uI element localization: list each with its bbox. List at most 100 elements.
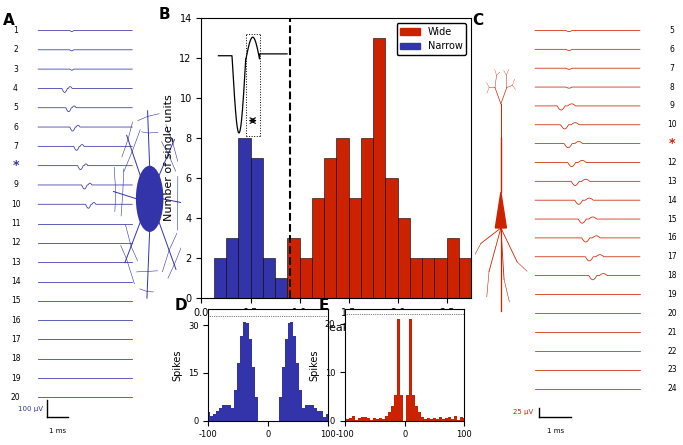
Text: 18: 18	[11, 354, 20, 363]
Bar	[231, 408, 234, 421]
Text: 19: 19	[667, 290, 677, 299]
Text: 2: 2	[13, 45, 18, 54]
Bar	[412, 395, 415, 421]
Bar	[288, 238, 300, 298]
Bar	[410, 258, 422, 298]
Bar	[418, 412, 421, 421]
Bar	[240, 336, 242, 421]
Text: 1 ms: 1 ms	[48, 428, 66, 433]
Bar	[336, 138, 348, 298]
Bar	[398, 319, 400, 421]
Bar	[324, 158, 336, 298]
Text: 9: 9	[13, 181, 18, 190]
Bar	[318, 411, 320, 421]
Bar	[376, 419, 379, 421]
Bar	[213, 414, 216, 421]
Bar	[433, 418, 436, 421]
Bar	[430, 419, 433, 421]
Text: 13: 13	[11, 258, 20, 267]
Bar	[216, 411, 219, 421]
Text: 15: 15	[667, 214, 677, 223]
Bar	[457, 420, 460, 421]
Circle shape	[137, 166, 163, 231]
Text: 14: 14	[667, 196, 677, 205]
Bar	[398, 218, 410, 298]
Bar	[348, 198, 361, 298]
Bar	[367, 418, 370, 421]
Bar	[296, 363, 299, 421]
Bar	[422, 258, 434, 298]
Text: 12: 12	[667, 158, 677, 167]
Text: *: *	[232, 331, 239, 345]
Bar	[364, 417, 367, 421]
Bar	[409, 319, 412, 421]
Text: 10: 10	[11, 200, 20, 209]
Bar	[279, 397, 281, 421]
Bar	[238, 138, 251, 298]
Bar	[210, 416, 213, 421]
Bar	[312, 198, 324, 298]
Bar	[359, 418, 361, 421]
Text: 9: 9	[670, 101, 675, 110]
Bar	[251, 158, 263, 298]
Bar	[451, 419, 454, 421]
Bar	[303, 408, 305, 421]
Bar	[281, 367, 285, 421]
Text: 23: 23	[667, 365, 677, 374]
Text: 25 μV: 25 μV	[513, 409, 533, 416]
Bar	[373, 38, 385, 298]
Text: 24: 24	[667, 384, 677, 393]
Bar	[263, 258, 275, 298]
Bar	[471, 218, 484, 298]
Y-axis label: Spikes: Spikes	[172, 349, 182, 380]
Bar	[439, 417, 442, 421]
Bar	[326, 413, 329, 421]
Bar	[427, 418, 430, 421]
Bar	[226, 238, 238, 298]
Bar	[251, 367, 255, 421]
Text: 6: 6	[670, 45, 675, 54]
Text: 1 ms: 1 ms	[546, 428, 564, 433]
Bar	[346, 419, 350, 421]
Text: 3: 3	[13, 65, 18, 73]
Text: 13: 13	[667, 177, 677, 186]
Bar	[445, 418, 448, 421]
Text: 12: 12	[11, 239, 20, 247]
Bar	[374, 418, 376, 421]
Bar	[436, 419, 439, 421]
Bar	[288, 324, 290, 421]
Bar	[314, 408, 318, 421]
Bar	[285, 339, 288, 421]
Text: *: *	[669, 137, 675, 150]
Bar	[382, 419, 385, 421]
Polygon shape	[495, 192, 506, 228]
Bar	[299, 389, 303, 421]
Text: 7: 7	[13, 142, 18, 151]
Bar	[463, 418, 466, 421]
Text: 22: 22	[667, 347, 677, 356]
Text: 19: 19	[11, 373, 20, 383]
Bar	[275, 278, 288, 298]
Bar	[309, 405, 311, 421]
Text: 14: 14	[11, 277, 20, 286]
Bar	[222, 405, 225, 421]
X-axis label: Trough-to-peak time [ms]: Trough-to-peak time [ms]	[266, 324, 407, 333]
Bar	[249, 339, 251, 421]
Text: 21: 21	[667, 328, 677, 337]
Bar	[225, 405, 227, 421]
Legend: Wide, Narrow: Wide, Narrow	[397, 23, 466, 55]
Bar	[207, 412, 210, 421]
Text: 1: 1	[13, 26, 18, 35]
Text: B: B	[158, 7, 170, 22]
Text: C: C	[473, 13, 484, 28]
Bar	[234, 389, 237, 421]
Bar	[447, 238, 459, 298]
Bar	[406, 395, 409, 421]
Bar	[219, 408, 222, 421]
Text: 100 μV: 100 μV	[18, 405, 44, 412]
Text: 20: 20	[11, 393, 20, 402]
Bar	[454, 416, 457, 421]
Bar	[323, 417, 326, 421]
Bar	[442, 419, 445, 421]
Bar	[305, 405, 309, 421]
